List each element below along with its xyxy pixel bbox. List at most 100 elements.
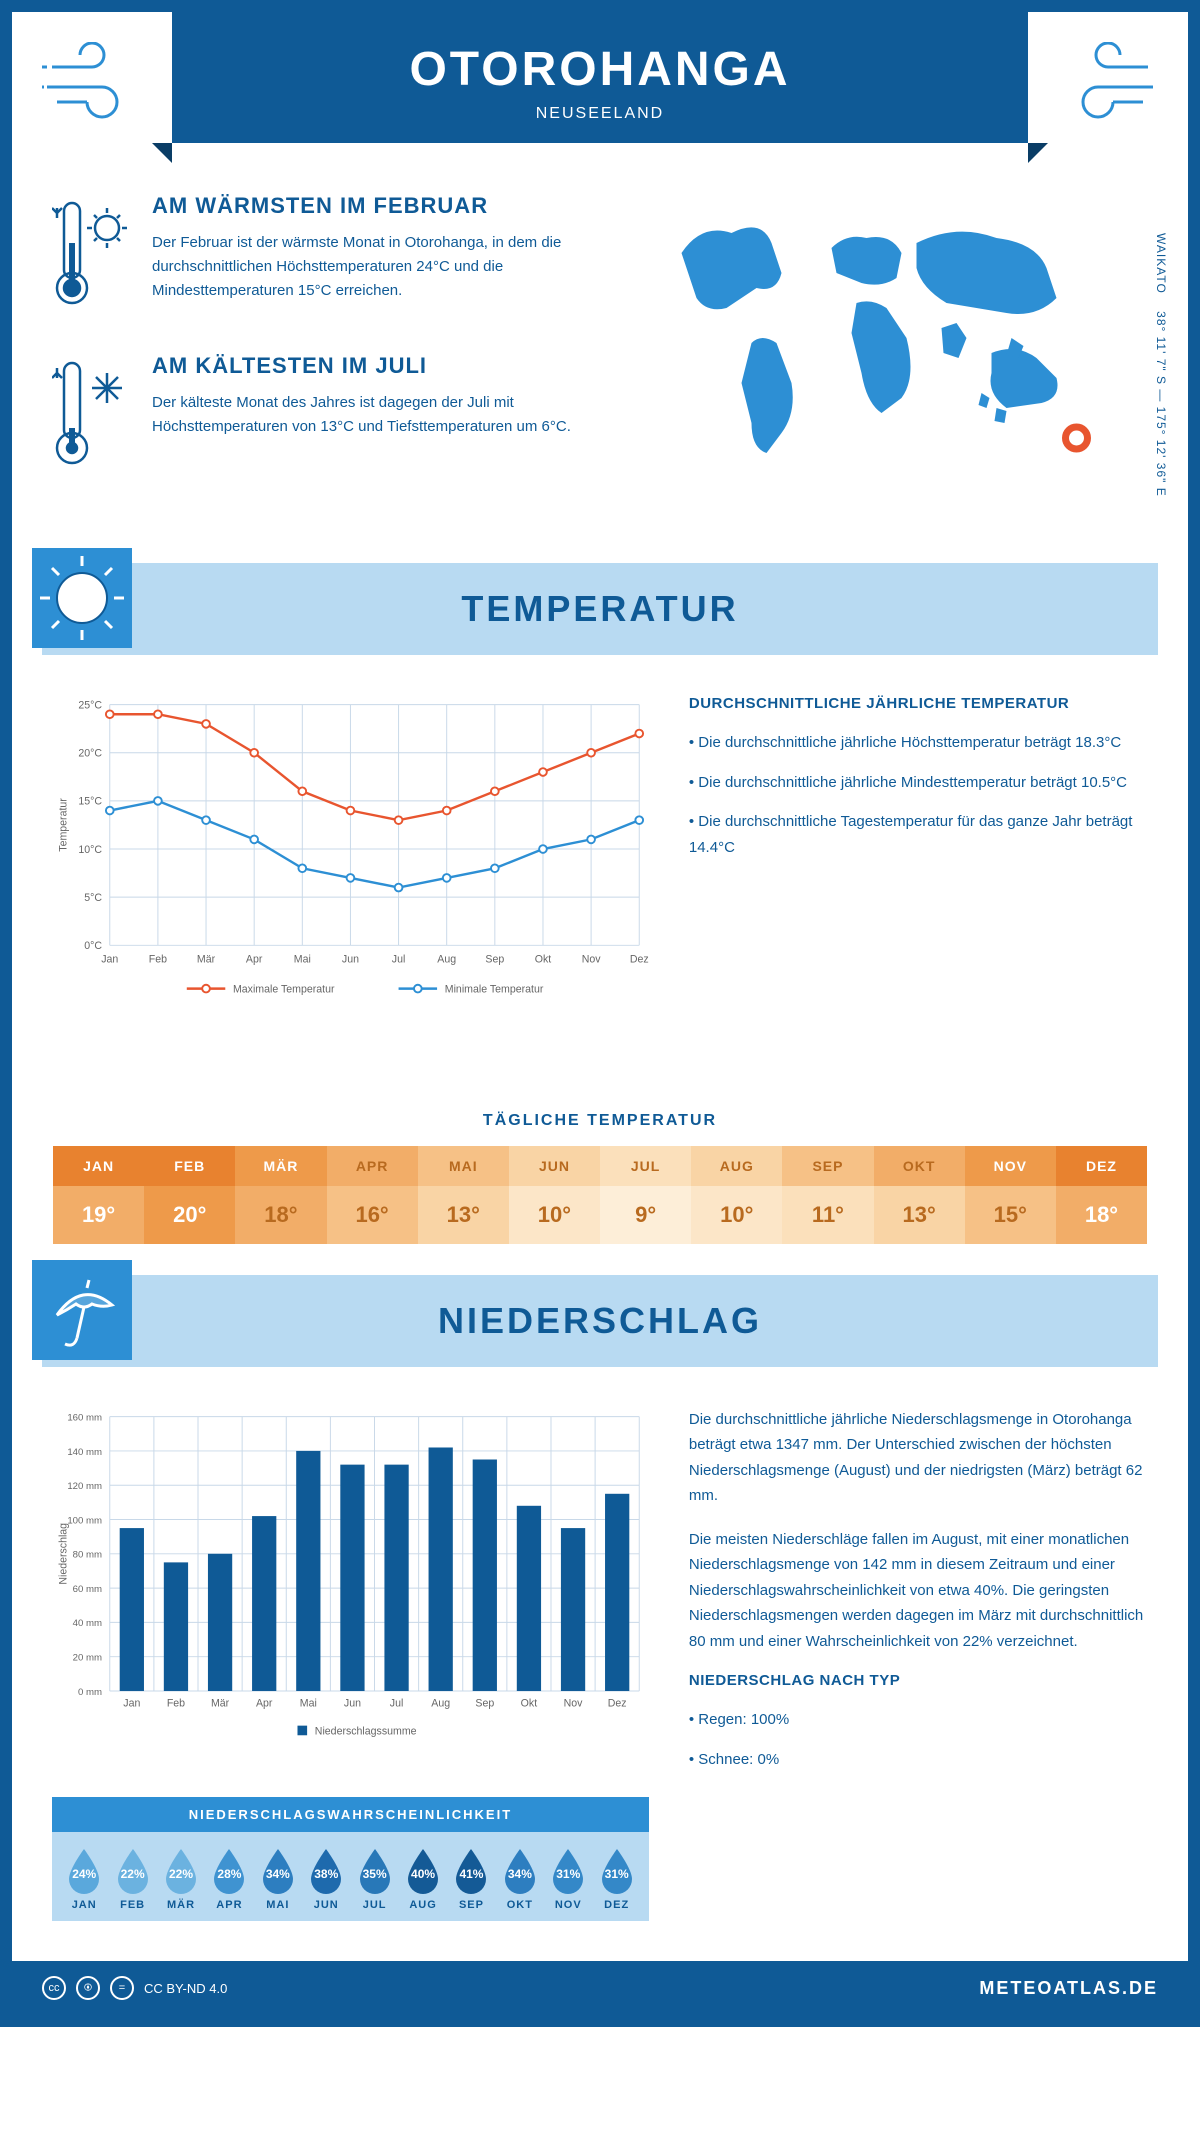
temp-bullet: • Die durchschnittliche Tagestemperatur … [689, 809, 1148, 860]
probability-cell: 34%MAI [254, 1847, 302, 1911]
daily-temp-title: TÄGLICHE TEMPERATUR [12, 1112, 1188, 1130]
page-header: OTOROHANGA NEUSEELAND [172, 12, 1028, 143]
probability-cell: 22%FEB [108, 1847, 156, 1911]
svg-text:Dez: Dez [630, 954, 649, 966]
temp-table-cell: JUN10° [509, 1146, 600, 1244]
page-footer: cc 🅯 = CC BY-ND 4.0 METEOATLAS.DE [12, 1961, 1188, 2015]
svg-text:140 mm: 140 mm [67, 1446, 102, 1457]
svg-text:Jul: Jul [390, 1697, 404, 1709]
svg-text:Minimale Temperatur: Minimale Temperatur [445, 983, 544, 995]
svg-text:15°C: 15°C [78, 796, 102, 808]
probability-cell: 40%AUG [399, 1847, 447, 1911]
sun-icon [32, 548, 132, 648]
svg-text:Apr: Apr [246, 954, 263, 966]
daily-temp-table: JAN19°FEB20°MÄR18°APR16°MAI13°JUN10°JUL9… [52, 1145, 1148, 1245]
probability-cell: 24%JAN [60, 1847, 108, 1911]
precip-text-1: Die durchschnittliche jährliche Niedersc… [689, 1407, 1148, 1509]
precipitation-chart: 0 mm 20 mm 40 mm 60 mm 80 mm 100 mm 120 mm 140 … [52, 1407, 649, 1773]
svg-text:20 mm: 20 mm [73, 1652, 102, 1663]
temp-bullet: • Die durchschnittliche jährliche Höchst… [689, 730, 1148, 756]
svg-text:160 mm: 160 mm [67, 1412, 102, 1423]
precip-type-title: NIEDERSCHLAG NACH TYP [689, 1672, 1148, 1689]
cc-icon: cc [42, 1976, 66, 2000]
temp-table-cell: JAN19° [53, 1146, 144, 1244]
license-text: CC BY-ND 4.0 [144, 1981, 227, 1996]
warmest-text: Der Februar ist der wärmste Monat in Oto… [152, 231, 585, 303]
temperature-section-header: TEMPERATUR [42, 563, 1158, 655]
umbrella-icon [32, 1260, 132, 1360]
svg-text:Feb: Feb [149, 954, 167, 966]
wind-icon [42, 42, 162, 122]
svg-text:10°C: 10°C [78, 844, 102, 856]
svg-text:Temperatur: Temperatur [57, 798, 69, 852]
svg-text:Dez: Dez [608, 1697, 627, 1709]
svg-text:80 mm: 80 mm [73, 1549, 102, 1560]
svg-text:Nov: Nov [582, 954, 602, 966]
by-icon: 🅯 [76, 1976, 100, 2000]
temp-table-cell: APR16° [327, 1146, 418, 1244]
temp-table-cell: NOV15° [965, 1146, 1056, 1244]
coldest-text: Der kälteste Monat des Jahres ist dagege… [152, 391, 585, 439]
temp-table-cell: MÄR18° [235, 1146, 326, 1244]
thermometer-sun-icon [52, 193, 132, 313]
svg-text:Maximale Temperatur: Maximale Temperatur [233, 983, 335, 995]
probability-cell: 28%APR [205, 1847, 253, 1911]
precip-text-2: Die meisten Niederschläge fallen im Augu… [689, 1527, 1148, 1655]
svg-text:Nov: Nov [564, 1697, 584, 1709]
svg-text:Mai: Mai [300, 1697, 317, 1709]
brand-text: METEOATLAS.DE [979, 1978, 1158, 1999]
svg-text:0°C: 0°C [84, 940, 102, 952]
coldest-title: AM KÄLTESTEN IM JULI [152, 353, 585, 379]
temp-bullet: • Die durchschnittliche jährliche Mindes… [689, 770, 1148, 796]
svg-text:Sep: Sep [475, 1697, 494, 1709]
svg-text:5°C: 5°C [84, 892, 102, 904]
svg-text:Mai: Mai [294, 954, 311, 966]
thermometer-snow-icon [52, 353, 132, 473]
temp-info-title: DURCHSCHNITTLICHE JÄHRLICHE TEMPERATUR [689, 695, 1148, 712]
wind-icon [1038, 42, 1158, 122]
svg-text:20°C: 20°C [78, 748, 102, 760]
warmest-title: AM WÄRMSTEN IM FEBRUAR [152, 193, 585, 219]
probability-cell: 38%JUN [302, 1847, 350, 1911]
temp-table-cell: JUL9° [600, 1146, 691, 1244]
svg-text:Jul: Jul [392, 954, 406, 966]
probability-cell: 22%MÄR [157, 1847, 205, 1911]
svg-text:100 mm: 100 mm [67, 1515, 102, 1526]
page-subtitle: NEUSEELAND [192, 105, 1008, 123]
svg-text:Niederschlagssumme: Niederschlagssumme [315, 1725, 417, 1737]
temp-table-cell: AUG10° [691, 1146, 782, 1244]
svg-text:0 mm: 0 mm [78, 1686, 102, 1697]
probability-cell: 35%JUL [350, 1847, 398, 1911]
warmest-fact: AM WÄRMSTEN IM FEBRUAR Der Februar ist d… [52, 193, 585, 318]
precip-type-bullet: • Schnee: 0% [689, 1747, 1148, 1773]
precip-type-bullet: • Regen: 100% [689, 1707, 1148, 1733]
temp-table-cell: DEZ18° [1056, 1146, 1147, 1244]
svg-text:40 mm: 40 mm [73, 1618, 102, 1629]
precipitation-section-header: NIEDERSCHLAG [42, 1275, 1158, 1367]
svg-text:Jun: Jun [344, 1697, 361, 1709]
svg-text:Mär: Mär [197, 954, 216, 966]
svg-text:Niederschlag: Niederschlag [57, 1522, 69, 1584]
coordinates: WAIKATO 38° 11' 7" S — 175° 12' 36" E [1154, 233, 1168, 497]
page-title: OTOROHANGA [192, 42, 1008, 97]
temp-table-cell: FEB20° [144, 1146, 235, 1244]
temperature-chart: 0°C5°C10°C15°C20°C25°CJanFebMärAprMaiJun… [52, 695, 649, 1042]
svg-text:Feb: Feb [167, 1697, 185, 1709]
svg-text:60 mm: 60 mm [73, 1584, 102, 1595]
svg-text:Jan: Jan [101, 954, 118, 966]
probability-cell: 34%OKT [496, 1847, 544, 1911]
svg-text:Jan: Jan [123, 1697, 140, 1709]
svg-text:Mär: Mär [211, 1697, 230, 1709]
svg-text:120 mm: 120 mm [67, 1481, 102, 1492]
world-map [615, 193, 1148, 473]
svg-text:Okt: Okt [521, 1697, 538, 1709]
svg-text:Sep: Sep [485, 954, 504, 966]
probability-cell: 31%DEZ [592, 1847, 640, 1911]
svg-text:Aug: Aug [437, 954, 456, 966]
coldest-fact: AM KÄLTESTEN IM JULI Der kälteste Monat … [52, 353, 585, 478]
svg-text:Apr: Apr [256, 1697, 273, 1709]
temp-table-cell: OKT13° [874, 1146, 965, 1244]
svg-text:Okt: Okt [535, 954, 552, 966]
svg-text:Aug: Aug [431, 1697, 450, 1709]
probability-box: NIEDERSCHLAGSWAHRSCHEINLICHKEIT 24%JAN22… [52, 1797, 649, 1921]
